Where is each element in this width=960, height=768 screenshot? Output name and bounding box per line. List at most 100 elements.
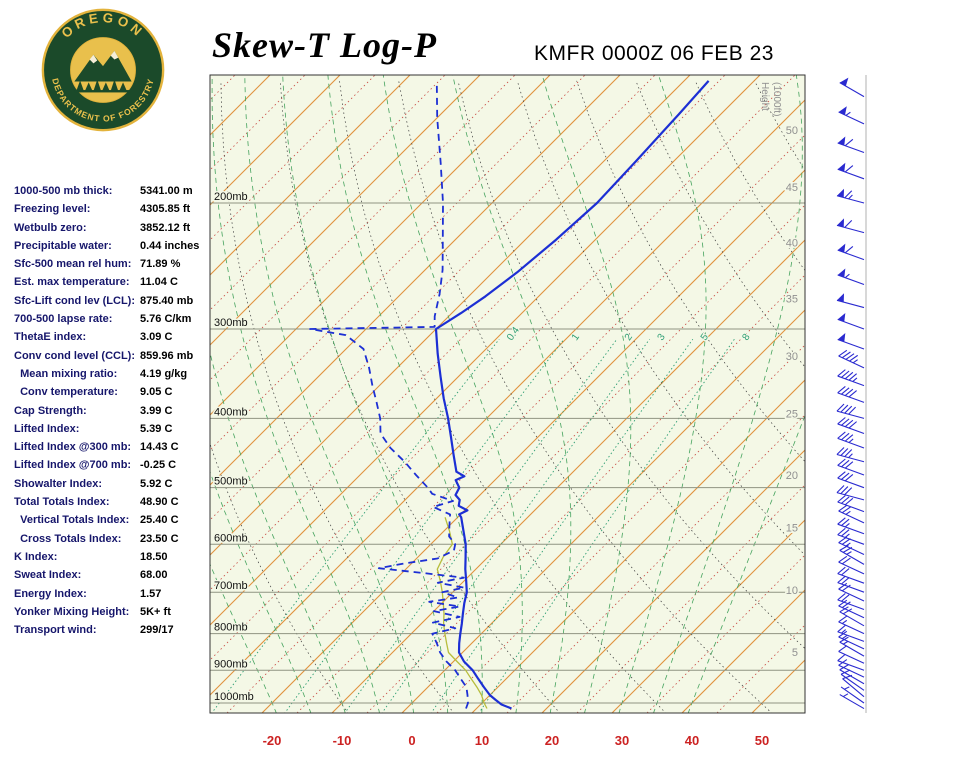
stat-value: 3852.12 ft: [140, 221, 191, 234]
svg-text:10: 10: [786, 585, 798, 597]
stat-label: Conv temperature:: [14, 386, 118, 399]
height-axis-labels: 50 45 40 35 30 25 20 15 10 5 Height (1000ft): [759, 82, 800, 660]
stat-row: Energy Index: 1.57: [14, 588, 212, 606]
svg-text:900mb: 900mb: [214, 658, 248, 670]
stat-row: Lifted Index @700 mb: -0.25 C: [14, 459, 212, 477]
stat-row: Sfc-500 mean rel hum: 71.89 %: [14, 258, 212, 276]
svg-text:500mb: 500mb: [214, 476, 248, 488]
stat-value: 18.50: [140, 550, 168, 563]
svg-text:Height: Height: [759, 82, 770, 111]
stat-label: Lifted Index:: [14, 422, 80, 435]
svg-text:600mb: 600mb: [214, 532, 248, 544]
odf-logo: OREGON DEPARTMENT OF FORESTRY: [41, 8, 165, 132]
stat-value: 68.00: [140, 569, 168, 582]
svg-text:45: 45: [786, 182, 798, 194]
stat-row: Mean mixing ratio: 4.19 g/kg: [14, 368, 212, 386]
stat-row: Yonker Mixing Height: 5K+ ft: [14, 606, 212, 624]
stat-value: 9.05 C: [140, 386, 173, 399]
traces: [309, 80, 710, 710]
stat-label: ThetaE index:: [14, 331, 87, 344]
stat-row: Precipitable water: 0.44 inches: [14, 240, 212, 258]
stat-value: 25.40 C: [140, 514, 179, 527]
stat-label: Sfc-500 mean rel hum:: [14, 258, 132, 271]
plot-background: [210, 75, 805, 713]
stat-row: Sweat Index: 68.00: [14, 569, 212, 587]
stat-value: 859.96 mb: [140, 349, 194, 362]
station-datetime-label: KMFR 0000Z 06 FEB 23: [534, 42, 774, 65]
svg-text:30: 30: [615, 733, 629, 748]
stat-value: 23.50 C: [140, 532, 179, 545]
stat-row: Sfc-Lift cond lev (LCL): 875.40 mb: [14, 295, 212, 313]
stat-label: Conv cond level (CCL):: [14, 349, 136, 362]
stat-label: 1000-500 mb thick:: [14, 185, 113, 197]
stat-label: Lifted Index @300 mb:: [14, 441, 132, 454]
logo-outer-border: [41, 8, 165, 132]
stat-row: Lifted Index: 5.39 C: [14, 423, 212, 441]
svg-text:700mb: 700mb: [214, 580, 248, 592]
stat-label: Mean mixing ratio:: [14, 367, 118, 380]
svg-text:20: 20: [786, 470, 798, 482]
stat-row: 1000-500 mb thick: 5341.00 m: [14, 185, 212, 203]
stat-value: 71.89 %: [140, 258, 181, 271]
stat-value: 299/17: [140, 624, 174, 637]
svg-text:40: 40: [685, 733, 699, 748]
stat-label: Showalter Index:: [14, 477, 103, 490]
stat-row: Est. max temperature: 11.04 C: [14, 276, 212, 294]
pressure-labels: 200mb 300mb 400mb 500mb 600mb 700mb 800mb 900mb…: [213, 190, 256, 705]
plot-border: [209, 74, 806, 714]
stat-value: 5341.00 m: [140, 185, 193, 197]
stat-label: Sfc-Lift cond lev (LCL):: [14, 294, 135, 307]
stat-row: Cross Totals Index: 23.50 C: [14, 533, 212, 551]
wind-barbs: [836, 77, 865, 710]
logo-mountains-icon: [74, 50, 132, 82]
stat-label: Yonker Mixing Height:: [14, 605, 130, 618]
stat-label: Est. max temperature:: [14, 276, 130, 289]
dewpoint-trace: [309, 83, 469, 709]
stat-row: ThetaE index: 3.09 C: [14, 331, 212, 349]
stat-value: 14.43 C: [140, 441, 179, 454]
stat-row: Total Totals Index: 48.90 C: [14, 496, 212, 514]
svg-text:50: 50: [755, 733, 769, 748]
stat-label: Energy Index:: [14, 587, 87, 600]
svg-text:800mb: 800mb: [214, 622, 248, 634]
svg-text:10: 10: [475, 733, 489, 748]
stat-value: 875.40 mb: [140, 294, 194, 307]
stat-row: Lifted Index @300 mb: 14.43 C: [14, 441, 212, 459]
temp-axis-labels: -20 -10 0 10 20 30 40 50: [263, 733, 770, 748]
stat-row: 700-500 lapse rate: 5.76 C/km: [14, 313, 212, 331]
svg-text:40: 40: [786, 237, 798, 249]
stat-label: Cap Strength:: [14, 404, 87, 417]
svg-text:-10: -10: [333, 733, 352, 748]
stat-row: Vertical Totals Index: 25.40 C: [14, 514, 212, 532]
svg-text:15: 15: [786, 522, 798, 534]
stat-label: Total Totals Index:: [14, 496, 110, 509]
stat-value: 4305.85 ft: [140, 203, 191, 216]
stat-value: 48.90 C: [140, 496, 179, 509]
stat-value: 4.19 g/kg: [140, 367, 188, 380]
stat-row: Conv temperature: 9.05 C: [14, 386, 212, 404]
stat-row: Wetbulb zero: 3852.12 ft: [14, 222, 212, 240]
stat-value: 5.76 C/km: [140, 313, 192, 326]
stat-row: K Index: 18.50: [14, 551, 212, 569]
stat-value: 5K+ ft: [140, 605, 171, 618]
stat-label: 700-500 lapse rate:: [14, 313, 113, 326]
wetbulb-trace: [436, 517, 488, 709]
temperature-trace: [434, 80, 710, 710]
stat-row: Cap Strength: 3.99 C: [14, 405, 212, 423]
svg-text:(1000ft): (1000ft): [771, 82, 782, 116]
stat-value: -0.25 C: [140, 459, 177, 472]
svg-text:300mb: 300mb: [214, 317, 248, 329]
stat-row: Transport wind: 299/17: [14, 624, 212, 642]
svg-text:5: 5: [792, 647, 798, 659]
stat-value: 3.09 C: [140, 331, 173, 344]
stat-label: Freezing level:: [14, 203, 91, 216]
stat-label: Lifted Index @700 mb:: [14, 459, 132, 472]
stat-label: K Index:: [14, 550, 58, 563]
stat-row: Showalter Index: 5.92 C: [14, 478, 212, 496]
stat-value: 1.57: [140, 587, 162, 600]
stat-row: Freezing level: 4305.85 ft: [14, 203, 212, 221]
svg-text:35: 35: [786, 294, 798, 306]
page-title: Skew-T Log-P: [212, 25, 437, 65]
